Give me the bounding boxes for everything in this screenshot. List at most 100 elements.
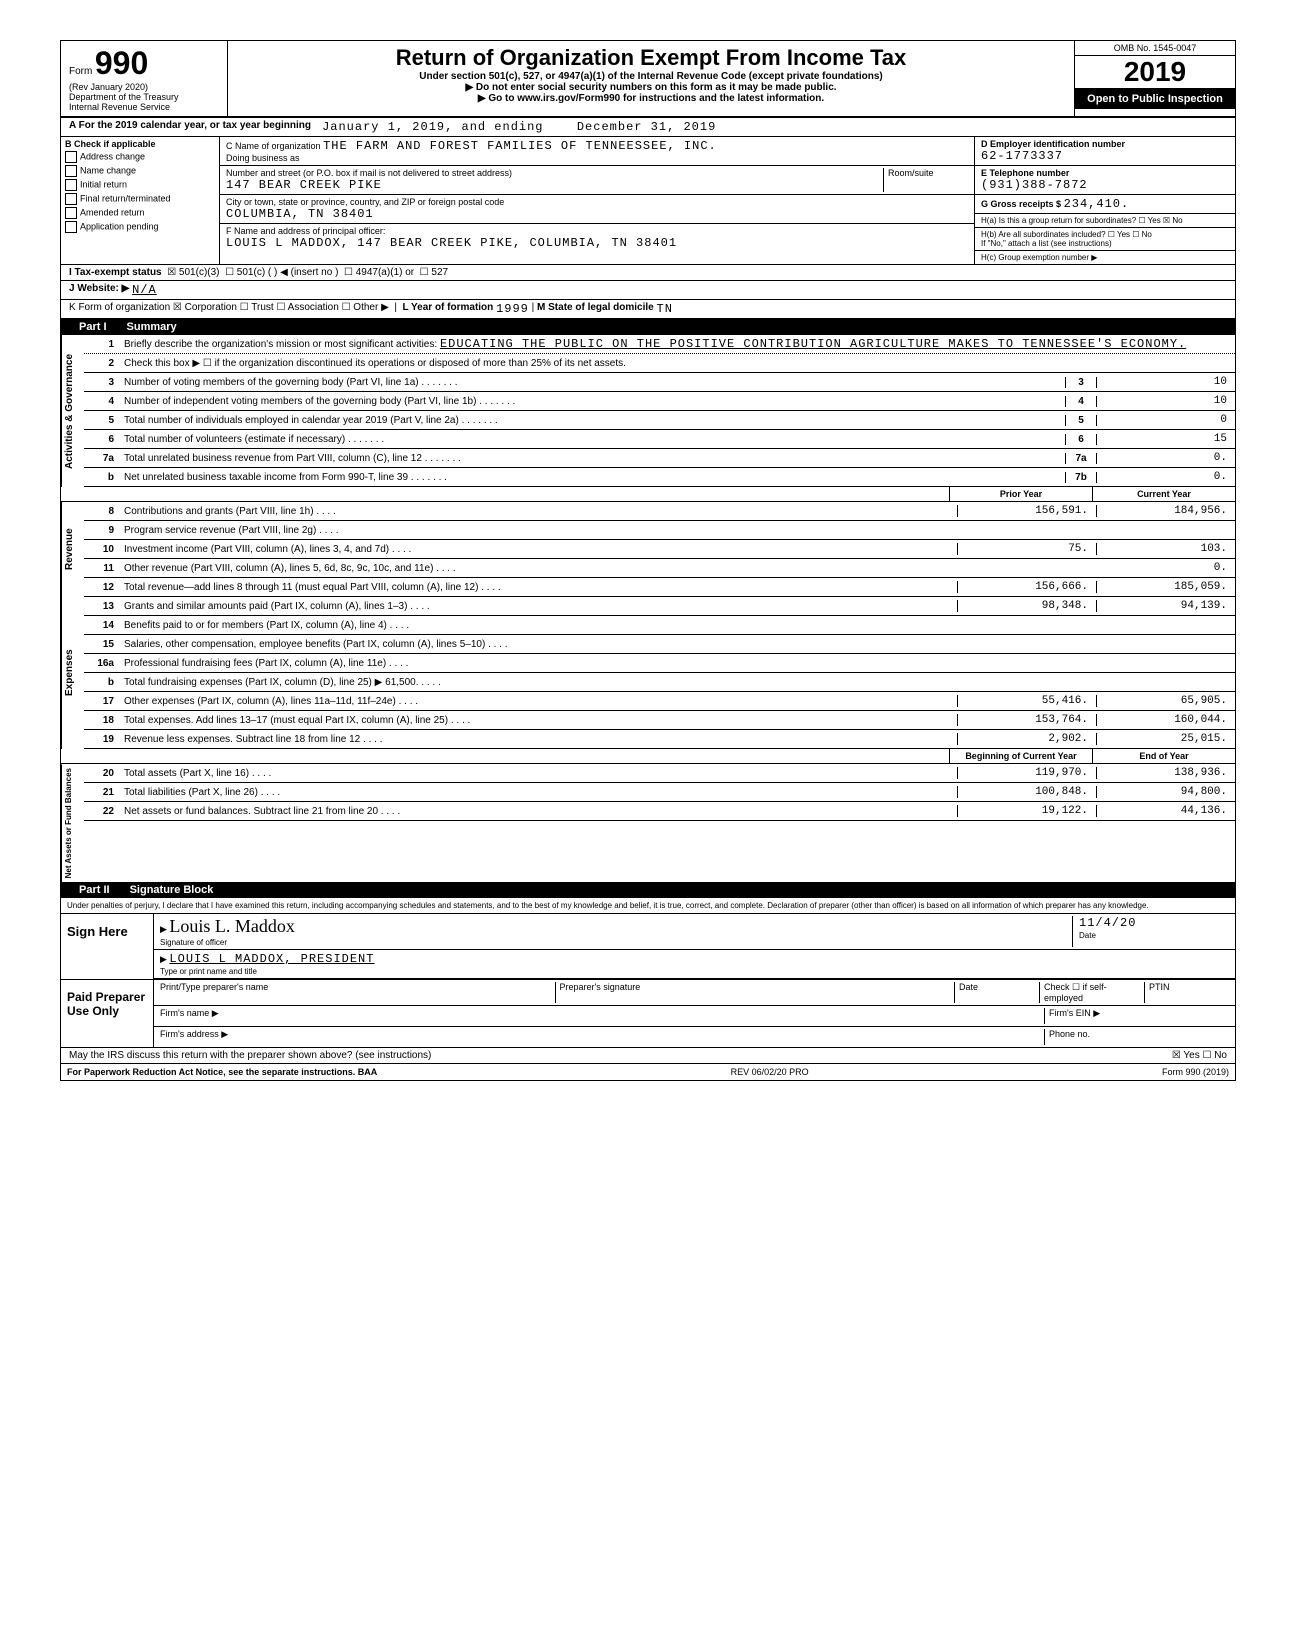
line-text: Investment income (Part VIII, column (A)… <box>120 543 957 556</box>
gov-label: Activities & Governance <box>61 335 84 487</box>
summary-line: 19 Revenue less expenses. Subtract line … <box>84 730 1235 749</box>
prior-value: 156,591. <box>957 505 1097 517</box>
part1-header: Part I Summary <box>61 319 1235 335</box>
line-num: 10 <box>84 544 120 555</box>
form-number: 990 <box>95 45 148 81</box>
summary-line: 6 Total number of volunteers (estimate i… <box>84 430 1235 449</box>
line-num: 7a <box>84 453 120 464</box>
section-b: B Check if applicable Address change Nam… <box>61 137 1235 265</box>
i-opt1: ☒ 501(c)(3) <box>167 267 219 278</box>
summary-line: 21 Total liabilities (Part X, line 26) .… <box>84 783 1235 802</box>
row-j: J Website: ▶ N/A <box>61 281 1235 300</box>
g-label: G Gross receipts $ <box>981 199 1061 209</box>
hb: H(b) Are all subordinates included? ☐ Ye… <box>981 230 1152 239</box>
line-num: b <box>84 472 120 483</box>
checkbox-addr[interactable] <box>65 151 77 163</box>
k-label: K Form of organization ☒ Corporation ☐ T… <box>69 302 389 316</box>
row-i: I Tax-exempt status ☒ 501(c)(3) ☐ 501(c)… <box>61 265 1235 281</box>
summary-line: 10 Investment income (Part VIII, column … <box>84 540 1235 559</box>
a-begin: January 1, 2019, and ending <box>322 120 543 134</box>
current-value: 25,015. <box>1097 733 1235 745</box>
line-num: 22 <box>84 806 120 817</box>
line-num: 12 <box>84 582 120 593</box>
prep-date: Date <box>955 982 1040 1003</box>
footer-left: For Paperwork Reduction Act Notice, see … <box>67 1067 377 1077</box>
line-text: Revenue less expenses. Subtract line 18 … <box>120 733 957 746</box>
a-end: December 31, 2019 <box>577 120 716 134</box>
note2: ▶ Go to www.irs.gov/Form990 for instruct… <box>236 93 1066 104</box>
e-label: E Telephone number <box>981 168 1069 178</box>
header-right: OMB No. 1545-0047 2019 Open to Public In… <box>1074 41 1235 116</box>
check-app: Application pending <box>80 221 159 231</box>
summary-line: 20 Total assets (Part X, line 16) . . . … <box>84 764 1235 783</box>
addr-label: Number and street (or P.O. box if mail i… <box>226 168 512 178</box>
line-box: 6 <box>1065 434 1097 445</box>
sig-type: Type or print name and title <box>160 967 257 976</box>
current-value: 185,059. <box>1097 581 1235 593</box>
line-num: b <box>84 677 120 688</box>
form-label: Form <box>69 66 92 77</box>
j-value: N/A <box>132 283 157 297</box>
line-text: Total unrelated business revenue from Pa… <box>120 452 1065 465</box>
check-initial: Initial return <box>80 179 127 189</box>
discuss-row: May the IRS discuss this return with the… <box>61 1048 1235 1064</box>
checkbox-final[interactable] <box>65 193 77 205</box>
part2-title: Signature Block <box>130 884 214 896</box>
prep-sig: Preparer's signature <box>556 982 956 1003</box>
line2-text: Check this box ▶ ☐ if the organization d… <box>120 357 1235 370</box>
check-self: Check ☐ if self-employed <box>1040 982 1145 1003</box>
summary-line: 15 Salaries, other compensation, employe… <box>84 635 1235 654</box>
line-box: 3 <box>1065 377 1097 388</box>
line-box: 7b <box>1065 472 1097 483</box>
dept: Department of the Treasury <box>69 92 219 102</box>
check-final: Final return/terminated <box>80 193 171 203</box>
checkbox-amended[interactable] <box>65 207 77 219</box>
line-num: 5 <box>84 415 120 426</box>
check-name: Name change <box>80 165 136 175</box>
firm-ein: Firm's EIN ▶ <box>1044 1008 1229 1024</box>
subtitle: Under section 501(c), 527, or 4947(a)(1)… <box>236 71 1066 82</box>
net-section: Net Assets or Fund Balances 20 Total ass… <box>61 764 1235 882</box>
line-num: 6 <box>84 434 120 445</box>
firm-addr: Firm's address ▶ <box>160 1029 1044 1045</box>
i-label: I Tax-exempt status <box>69 267 162 278</box>
row-a: A For the 2019 calendar year, or tax yea… <box>61 118 1235 137</box>
checkbox-name[interactable] <box>65 165 77 177</box>
line-value: 0. <box>1097 471 1235 483</box>
current-value: 138,936. <box>1097 767 1235 779</box>
checkbox-app[interactable] <box>65 221 77 233</box>
line-value: 0 <box>1097 414 1235 426</box>
begin-end-header: Beginning of Current Year End of Year <box>61 749 1235 764</box>
row-k: K Form of organization ☒ Corporation ☐ T… <box>61 300 1235 319</box>
exp-label: Expenses <box>61 597 84 749</box>
f-label: F Name and address of principal officer: <box>226 226 385 236</box>
hb-note: If "No," attach a list (see instructions… <box>981 239 1112 248</box>
ein: 62-1773337 <box>981 149 1063 163</box>
checkbox-initial[interactable] <box>65 179 77 191</box>
line-num: 11 <box>84 563 120 574</box>
dba: Doing business as <box>226 153 300 163</box>
sig-date: 11/4/20 <box>1079 916 1136 930</box>
line-num: 13 <box>84 601 120 612</box>
line-box: 5 <box>1065 415 1097 426</box>
col-current: Current Year <box>1092 487 1235 501</box>
line-text: Total liabilities (Part X, line 26) . . … <box>120 786 957 799</box>
d-label: D Employer identification number <box>981 139 1125 149</box>
line-num: 8 <box>84 506 120 517</box>
summary-line: b Total fundraising expenses (Part IX, c… <box>84 673 1235 692</box>
paid-preparer-row: Paid Preparer Use Only Print/Type prepar… <box>61 980 1235 1048</box>
summary-line: 9 Program service revenue (Part VIII, li… <box>84 521 1235 540</box>
phone-no: Phone no. <box>1044 1029 1229 1045</box>
line-text: Total assets (Part X, line 16) . . . . <box>120 767 957 780</box>
line-num: 4 <box>84 396 120 407</box>
line-text: Salaries, other compensation, employee b… <box>120 638 957 651</box>
line-text: Other revenue (Part VIII, column (A), li… <box>120 562 957 575</box>
prep-name: Print/Type preparer's name <box>160 982 556 1003</box>
header-center: Return of Organization Exempt From Incom… <box>228 41 1074 116</box>
line-num: 16a <box>84 658 120 669</box>
line-text: Total fundraising expenses (Part IX, col… <box>120 676 957 689</box>
header: Form 990 (Rev January 2020) Department o… <box>61 41 1235 118</box>
line-text: Number of independent voting members of … <box>120 395 1065 408</box>
summary-line: 18 Total expenses. Add lines 13–17 (must… <box>84 711 1235 730</box>
firm-name: Firm's name ▶ <box>160 1008 1044 1024</box>
